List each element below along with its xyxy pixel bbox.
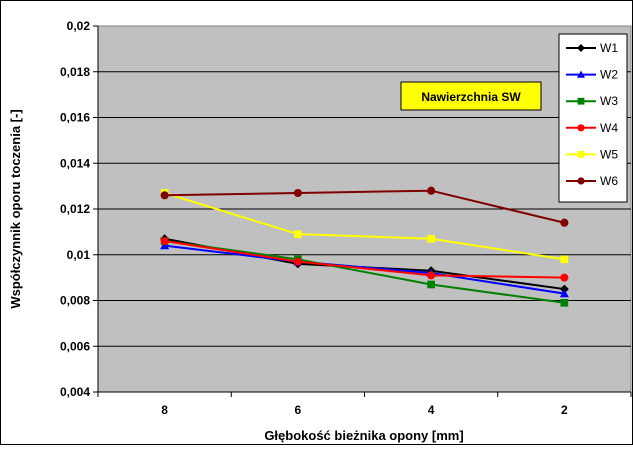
- y-tick-label: 0,004: [60, 385, 90, 399]
- series-line: [164, 192, 565, 261]
- data-point: [293, 257, 302, 266]
- series-line: [164, 240, 565, 304]
- series-line: [164, 244, 565, 295]
- legend: W1 W2 W3 W4 W5 W6: [558, 33, 628, 203]
- legend-marker: [577, 44, 585, 52]
- axis-layer: 0,004 0,006 0,008 0,01 0,012 0,014 0,016 0,018 0…: [60, 19, 632, 417]
- x-tick-label: 4: [428, 403, 435, 417]
- y-tick-label: 0,018: [60, 65, 90, 79]
- data-point: [427, 234, 435, 243]
- data-point: [160, 191, 169, 200]
- data-point: [560, 298, 569, 307]
- x-tick-label: 8: [161, 403, 168, 417]
- legend-label: W3: [600, 94, 618, 108]
- y-tick-label: 0,012: [60, 202, 90, 216]
- data-point: [294, 230, 302, 238]
- legend-marker: [577, 97, 585, 105]
- data-point: [293, 188, 302, 198]
- data-point: [160, 236, 169, 246]
- data-point: [427, 280, 435, 289]
- data-point: [427, 186, 436, 195]
- legend-entry: W4: [566, 121, 618, 135]
- x-axis-title: Głębokość bieżnika opony [mm]: [264, 428, 463, 443]
- legend-entry: W3: [566, 94, 618, 108]
- legend-label: W4: [600, 121, 618, 135]
- legend-marker: [577, 177, 585, 185]
- legend-entry: W2: [566, 68, 618, 82]
- series-line: [164, 240, 565, 279]
- legend-marker: [577, 151, 585, 158]
- data-point: [559, 289, 569, 298]
- legend-entry: W5: [566, 147, 618, 161]
- grid-layer: [98, 71, 631, 347]
- data-point: [560, 218, 569, 227]
- legend-entries: W1 W2 W3 W4 W5 W6: [566, 41, 618, 188]
- legend-entry: W1: [566, 41, 618, 55]
- legend-marker: [577, 70, 585, 78]
- legend-box: [558, 33, 628, 203]
- annotation-box: Nawierzchnia SW: [400, 81, 542, 111]
- legend-label: W5: [600, 147, 618, 161]
- data-point: [559, 284, 569, 294]
- legend-label: W1: [600, 41, 618, 55]
- legend-label: W2: [600, 68, 618, 82]
- data-point: [160, 241, 170, 250]
- x-tick-label: 2: [561, 403, 568, 417]
- y-axis-title: Współczynnik oporu toczenia [-]: [8, 109, 23, 308]
- data-point: [427, 271, 436, 280]
- y-tick-label: 0,008: [60, 294, 90, 308]
- x-tick-label: 6: [295, 403, 302, 417]
- series-layer: [160, 186, 569, 307]
- series-line: [164, 189, 565, 224]
- y-tick-label: 0,016: [60, 111, 90, 125]
- series-w6: [160, 186, 569, 227]
- y-tick-label: 0,02: [67, 19, 91, 33]
- legend-entry: W6: [566, 174, 618, 188]
- data-point: [560, 255, 569, 264]
- legend-label: W6: [600, 174, 618, 188]
- data-point: [560, 273, 569, 282]
- series-w4: [160, 236, 569, 282]
- y-tick-label: 0,01: [67, 248, 91, 262]
- annotation-text: Nawierzchnia SW: [421, 90, 521, 104]
- y-tick-label: 0,014: [60, 156, 90, 170]
- y-tick-label: 0,006: [60, 339, 90, 353]
- legend-marker: [577, 124, 585, 132]
